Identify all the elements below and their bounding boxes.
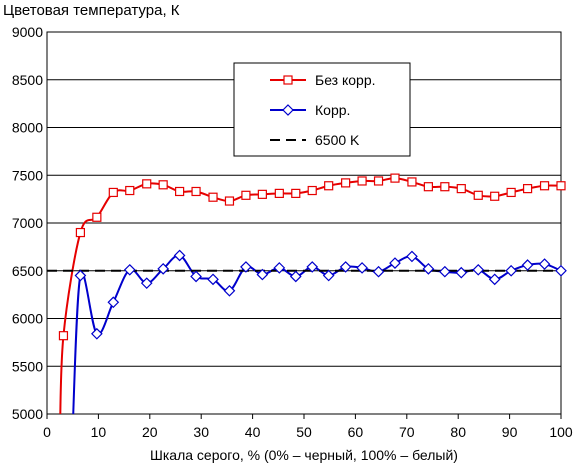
data-point-square — [58, 331, 69, 341]
legend: Без корр. Корр. 6500 K — [233, 62, 411, 157]
data-point-square — [522, 184, 533, 194]
data-point-diamond — [372, 265, 385, 278]
data-point-diamond — [282, 104, 294, 116]
data-point-diamond — [505, 264, 517, 277]
data-point-diamond — [422, 262, 435, 275]
data-point-diamond — [488, 273, 501, 286]
y-tick-label: 8000 — [12, 120, 43, 136]
legend-box — [233, 62, 411, 157]
data-point-diamond — [339, 261, 352, 273]
data-point-diamond — [406, 250, 418, 263]
data-point-diamond — [240, 261, 252, 273]
data-point-diamond — [438, 265, 451, 278]
data-point-square — [506, 187, 516, 198]
data-point-diamond — [140, 277, 153, 290]
data-point-diamond — [289, 270, 302, 283]
x-tick-label: 10 — [91, 424, 107, 440]
y-tick-label: 8500 — [12, 72, 43, 88]
data-point-square — [257, 189, 267, 199]
x-tick-label: 0 — [43, 424, 51, 440]
data-point-square — [191, 186, 201, 197]
data-point-diamond — [173, 249, 186, 262]
data-point-diamond — [306, 261, 319, 273]
data-point-diamond — [107, 296, 120, 309]
data-point-diamond — [190, 270, 202, 283]
data-point-square — [274, 188, 284, 198]
x-axis-tick-labels: 0 10 20 30 40 50 60 70 80 90 100 — [43, 414, 573, 440]
legend-label: Без корр. — [315, 72, 376, 88]
data-point-square — [423, 182, 433, 192]
series-lines — [47, 177, 561, 414]
data-point-square — [341, 178, 351, 188]
data-point-square — [241, 190, 251, 200]
x-tick-label: 100 — [549, 424, 573, 440]
data-point-diamond — [273, 262, 286, 274]
y-axis-tick-labels: 5000 5500 6000 6500 7000 7500 8000 8500 9000 — [12, 24, 43, 422]
x-tick-label: 90 — [502, 424, 518, 440]
y-tick-label: 6500 — [12, 263, 43, 279]
data-point-square — [291, 188, 301, 198]
data-point-square — [175, 186, 185, 197]
data-point-diamond — [538, 258, 551, 270]
data-point-diamond — [207, 273, 219, 286]
data-point-square — [440, 182, 450, 192]
data-point-square — [208, 192, 218, 202]
x-tick-label: 30 — [193, 424, 209, 440]
series-line — [59, 177, 561, 414]
y-tick-label: 9000 — [12, 24, 43, 40]
y-tick-label: 7500 — [12, 167, 43, 183]
data-point-diamond — [356, 262, 368, 274]
data-point-diamond — [91, 327, 103, 340]
data-point-square — [324, 181, 334, 191]
y-tick-label: 6000 — [12, 311, 43, 327]
data-point-diamond — [157, 262, 170, 275]
data-point-diamond — [389, 257, 401, 269]
chart-title: Цветовая температура, К — [3, 2, 180, 19]
y-tick-label: 5500 — [12, 358, 43, 374]
x-tick-label: 80 — [450, 424, 466, 440]
data-point-square — [357, 176, 367, 186]
legend-label: Корр. — [315, 102, 350, 118]
data-point-square — [473, 190, 483, 200]
data-point-square — [283, 75, 293, 85]
series-markers — [58, 173, 567, 341]
y-tick-label: 5000 — [12, 406, 43, 422]
data-point-diamond — [256, 268, 269, 281]
data-point-square — [75, 227, 86, 238]
data-point-diamond — [322, 269, 335, 282]
x-tick-label: 70 — [399, 424, 415, 440]
data-point-square — [456, 184, 466, 194]
legend-label: 6500 K — [315, 132, 360, 148]
data-point-diamond — [521, 259, 534, 271]
data-point-diamond — [555, 264, 567, 277]
x-tick-label: 60 — [348, 424, 364, 440]
data-point-diamond — [123, 263, 136, 276]
data-point-square — [92, 212, 102, 222]
x-axis-label: Шкала серого, % (0% – черный, 100% – бел… — [150, 447, 458, 463]
data-point-diamond — [455, 266, 468, 279]
data-point-diamond — [472, 263, 485, 276]
data-point-square — [407, 177, 417, 187]
data-point-square — [142, 179, 152, 189]
x-tick-label: 20 — [142, 424, 158, 440]
data-point-square — [158, 180, 168, 190]
data-point-square — [390, 173, 400, 183]
data-point-diamond — [74, 269, 87, 282]
data-point-square — [224, 196, 235, 206]
data-point-square — [307, 185, 317, 196]
data-point-square — [125, 185, 135, 196]
data-point-square — [556, 181, 566, 191]
data-point-square — [539, 181, 550, 191]
x-tick-label: 50 — [296, 424, 312, 440]
data-point-square — [490, 191, 500, 201]
x-tick-label: 40 — [245, 424, 261, 440]
data-point-diamond — [223, 284, 236, 297]
y-tick-label: 7000 — [12, 215, 43, 231]
data-point-square — [373, 176, 384, 186]
data-point-square — [108, 187, 118, 198]
